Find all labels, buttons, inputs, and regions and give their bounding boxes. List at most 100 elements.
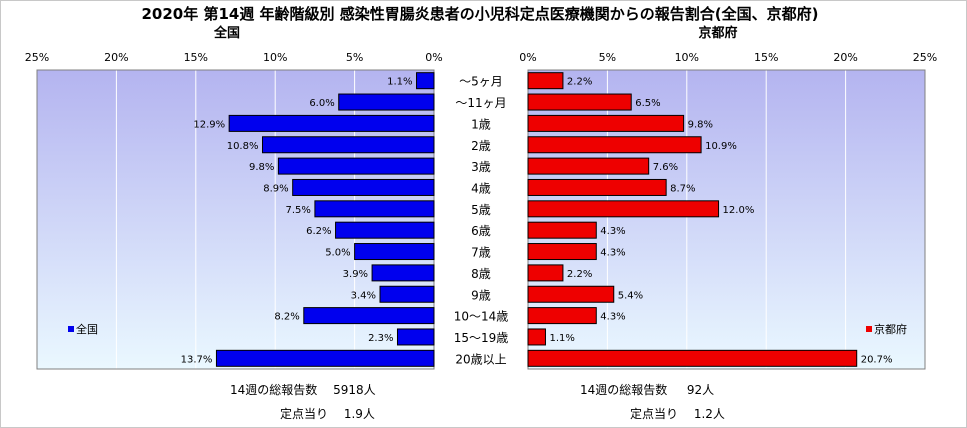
x-tick-label-kyoto: 10% [675,51,699,64]
x-tick-label-national: 10% [263,51,287,64]
data-label-kyoto: 5.4% [618,290,643,301]
bar-kyoto [527,285,615,303]
data-label-national: 8.2% [274,312,299,323]
data-label-kyoto: 2.2% [567,269,592,280]
x-tick-label-national: 15% [184,51,208,64]
data-label-kyoto: 8.7% [670,183,695,194]
data-label-national: 7.5% [285,205,310,216]
bar-national [335,221,435,239]
bar-kyoto [527,264,564,282]
data-label-kyoto: 4.3% [600,312,625,323]
data-label-kyoto: 2.2% [567,77,592,88]
data-label-kyoto: 1.1% [549,333,574,344]
legend-kyoto: 京都府 [866,322,907,336]
kyoto-total-reports: 14週の総報告数 92人 [580,383,715,397]
category-label: 2歳 [471,139,491,153]
bar-kyoto [527,93,632,111]
category-label: 7歳 [471,246,491,260]
category-label: 4歳 [471,181,491,195]
legend-swatch-national [68,326,74,332]
x-tick-label-national: 0% [425,51,442,64]
data-label-kyoto: 10.9% [705,141,737,152]
bar-national [277,157,435,175]
national-panel: 0% 5% 10% 15% 20% 25% 1.1% 6.0% 12.9%10.8% 9.8% 8.… [25,51,443,370]
data-label-national: 5.0% [325,248,350,259]
legend-label-national: 全国 [76,322,98,336]
data-label-national: 6.0% [309,98,334,109]
category-labels: ～5ヶ月 ～11ヶ月 1歳 2歳 3歳 4歳 5歳 6歳 7歳 8歳 9歳 10～14歳 15～19歳 2… [454,75,509,367]
bar-national [396,328,435,346]
bar-kyoto [527,114,685,132]
bar-national [215,349,435,367]
category-label: 15～19歳 [454,331,509,345]
kyoto-per-site: 定点当り 1.2人 [630,407,725,421]
chart-title: 2020年 第14週 年齢階級別 感染性胃腸炎患者の小児科定点医療機関からの報告… [141,5,818,23]
x-tick-label-kyoto: 15% [754,51,778,64]
category-label: 1歳 [471,117,491,131]
category-label: 9歳 [471,288,491,302]
bar-national [314,200,435,218]
bar-kyoto [527,349,858,367]
category-label: 10～14歳 [454,310,509,324]
bar-national [416,72,435,90]
bar-national [303,307,435,325]
x-tick-label-kyoto: 5% [599,51,616,64]
category-label: ～11ヶ月 [455,96,506,110]
data-label-kyoto: 9.8% [688,119,713,130]
data-label-kyoto: 6.5% [635,98,660,109]
panel-title-national: 全国 [213,25,240,41]
bar-national [354,243,435,261]
bar-kyoto [527,200,720,218]
bar-national [228,114,435,132]
data-label-kyoto: 12.0% [723,205,755,216]
national-total-reports: 14週の総報告数 5918人 [230,383,376,397]
data-label-national: 3.4% [351,290,376,301]
bar-national [338,93,435,111]
category-label: 6歳 [471,224,491,238]
bar-national [371,264,435,282]
category-label: ～5ヶ月 [459,75,503,89]
x-tick-label-national: 5% [346,51,363,64]
bar-national [379,285,435,303]
category-label: 3歳 [471,160,491,174]
category-label: 8歳 [471,267,491,281]
data-label-kyoto: 4.3% [600,248,625,259]
bar-kyoto [527,307,597,325]
data-label-national: 8.9% [263,183,288,194]
bar-kyoto [527,72,564,90]
plot-area-kyoto [528,70,925,369]
bar-kyoto [527,221,597,239]
data-label-kyoto: 4.3% [600,226,625,237]
x-tick-label-national: 25% [25,51,49,64]
category-label: 20歳以上 [455,352,506,366]
x-tick-label-kyoto: 20% [833,51,857,64]
bar-kyoto [527,157,650,175]
data-label-kyoto: 7.6% [653,162,678,173]
data-label-national: 10.8% [227,141,259,152]
x-tick-label-national: 20% [104,51,128,64]
legend-swatch-kyoto [866,326,872,332]
kyoto-panel: 0% 5% 10% 15% 20% 25% 2.2% 6.5% 9.8% 10.9% 7.6% 8.7… [519,51,937,370]
panel-title-kyoto: 京都府 [698,25,737,41]
data-label-national: 3.9% [343,269,368,280]
bar-kyoto [527,328,546,346]
data-label-national: 12.9% [193,119,225,130]
bar-kyoto [527,178,667,196]
data-label-national: 13.7% [181,354,213,365]
legend-national: 全国 [68,322,98,336]
data-label-national: 2.3% [368,333,393,344]
data-label-national: 1.1% [387,77,412,88]
category-label: 5歳 [471,203,491,217]
legend-label-kyoto: 京都府 [874,322,907,336]
plot-border-kyoto [527,69,926,370]
bar-kyoto [527,136,702,154]
x-tick-label-kyoto: 0% [519,51,536,64]
x-tick-label-kyoto: 25% [913,51,937,64]
bar-national [292,178,435,196]
data-label-national: 9.8% [249,162,274,173]
data-label-kyoto: 20.7% [861,354,893,365]
bar-national [261,136,435,154]
national-per-site: 定点当り 1.9人 [280,407,375,421]
data-label-national: 6.2% [306,226,331,237]
